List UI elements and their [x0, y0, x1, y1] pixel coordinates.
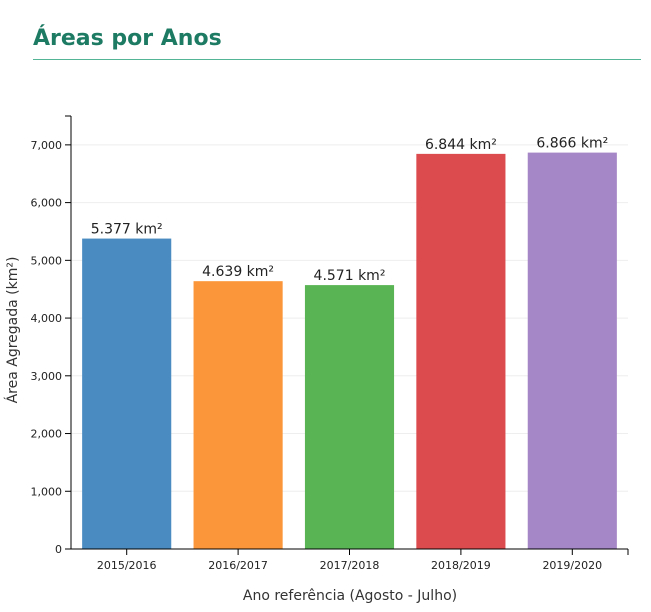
y-tick-label: 2,000 — [31, 428, 63, 441]
x-axis-title: Ano referência (Agosto - Julho) — [243, 588, 457, 604]
data-label: 6.844 km² — [425, 137, 497, 153]
y-tick-label: 6,000 — [31, 197, 63, 210]
title-divider — [33, 59, 641, 60]
data-label: 4.639 km² — [202, 264, 274, 280]
x-tick-label: 2017/2018 — [320, 559, 380, 572]
axes: 0 1,000 2,000 3,000 4,000 5,000 6,000 7,000 2015… — [31, 115, 629, 572]
data-label: 6.866 km² — [536, 136, 608, 152]
page-title: Áreas por Anos — [33, 26, 222, 51]
data-label: 5.377 km² — [91, 222, 163, 238]
x-tick-label: 2016/2017 — [208, 559, 268, 572]
y-axis-title: Área Agregada (km²) — [4, 257, 21, 404]
x-tick-label: 2019/2020 — [542, 559, 602, 572]
bar[interactable] — [527, 152, 617, 549]
bars — [82, 152, 617, 550]
bar[interactable] — [304, 285, 395, 549]
x-tick-label: 2018/2019 — [431, 559, 491, 572]
y-tick-label: 3,000 — [31, 370, 63, 383]
y-tick-label: 7,000 — [31, 139, 63, 152]
bar[interactable] — [193, 281, 283, 549]
y-tick-label: 0 — [55, 543, 62, 556]
x-tick-label: 2015/2016 — [97, 559, 157, 572]
y-tick-label: 5,000 — [31, 254, 63, 267]
bar[interactable] — [416, 153, 506, 550]
data-labels: 5.377 km² 4.639 km² 4.571 km² 6.844 km² 6.86… — [91, 136, 608, 284]
data-label: 4.571 km² — [314, 268, 386, 284]
y-tick-label: 4,000 — [31, 312, 63, 325]
y-tick-label: 1,000 — [31, 485, 63, 498]
bar[interactable] — [82, 238, 172, 549]
